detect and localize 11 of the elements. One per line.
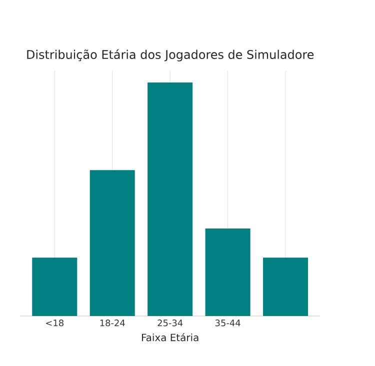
x-axis-title: Faixa Etária [142,333,198,342]
bar [205,228,250,316]
x-tick-label: 35-44 [215,320,240,326]
bar [90,170,135,316]
chart-title: Distribuição Etária dos Jogadores de Simuladore [27,49,314,62]
x-tick-label: <18 [46,320,64,326]
bar [32,258,78,316]
x-tick-label: 25-34 [158,320,183,326]
bar [263,258,308,316]
bar [148,82,193,316]
x-tick-label: 18-24 [100,320,125,326]
